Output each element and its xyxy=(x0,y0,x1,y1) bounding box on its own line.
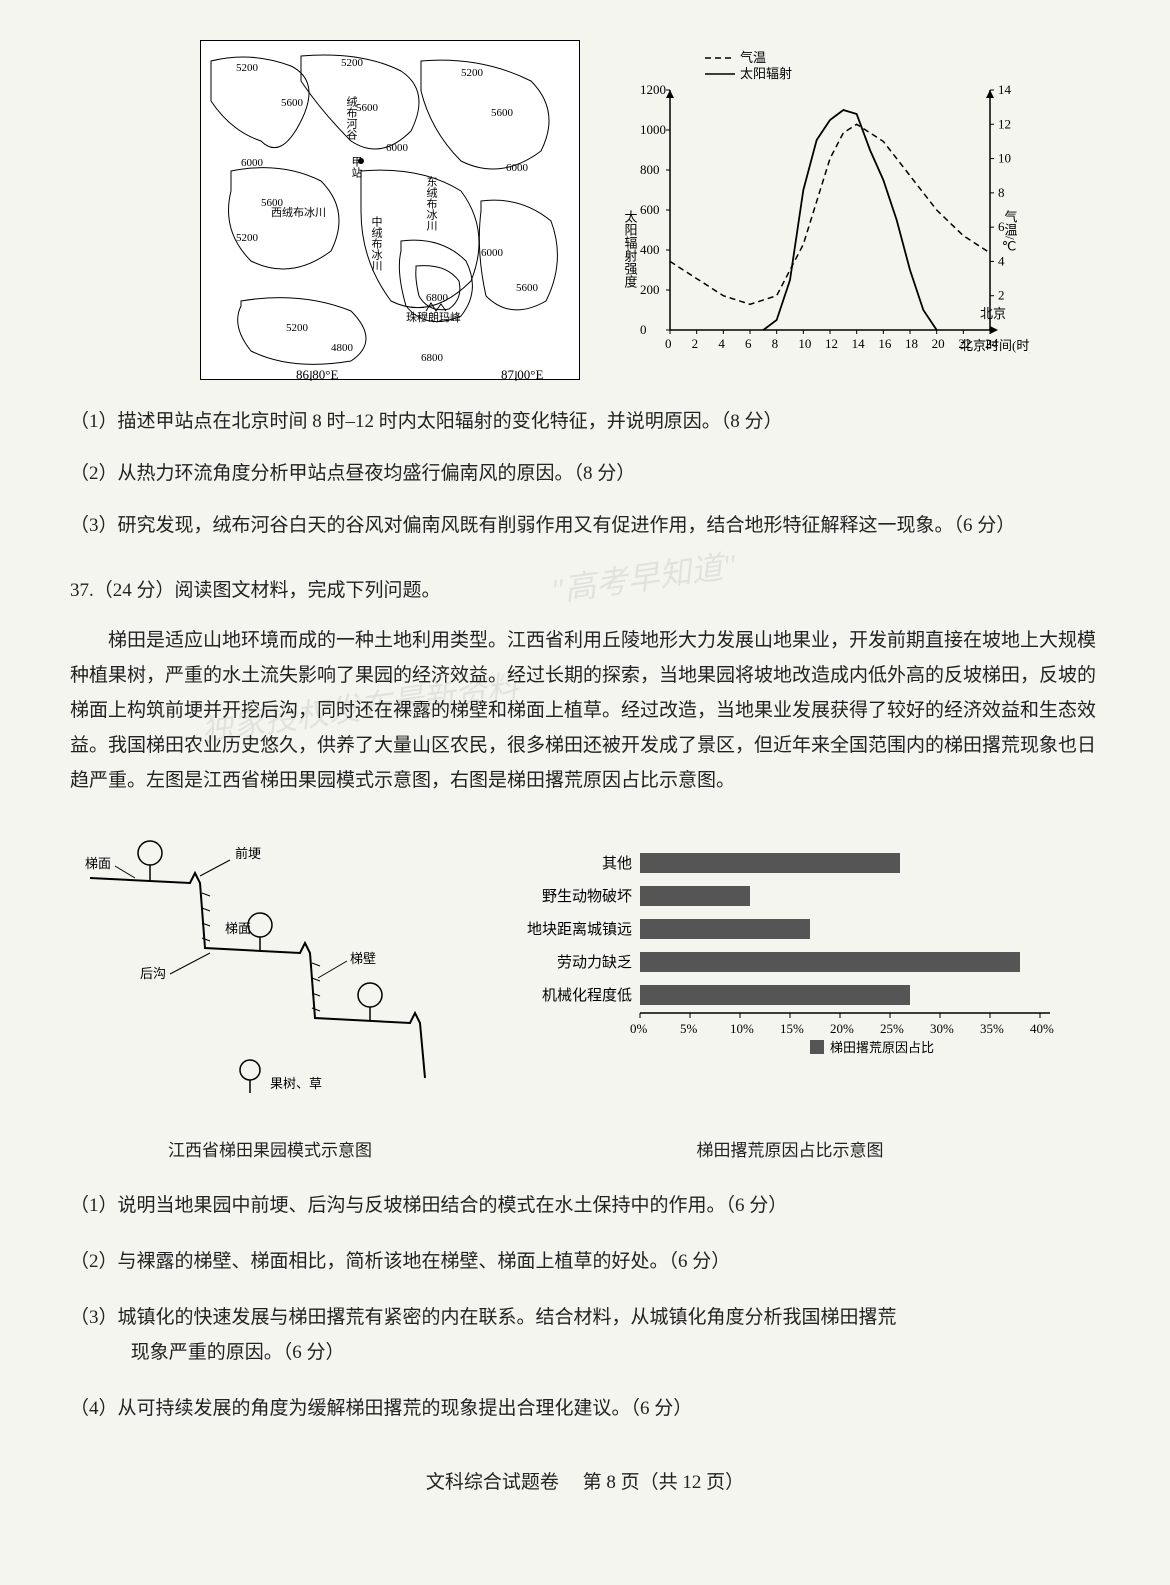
svg-text:800: 800 xyxy=(640,162,660,177)
question-3: （3）研究发现，绒布河谷白天的谷风对偏南风既有削弱作用又有促进作用，结合地形特征… xyxy=(70,509,1100,543)
svg-text:18: 18 xyxy=(905,336,918,351)
svg-text:0%: 0% xyxy=(630,1021,648,1036)
terrace-diagram-container: 梯面 前埂 梯面 梯壁 后沟 果树、草 江西省梯田果园模式示意图 xyxy=(70,818,470,1167)
svg-text:西绒布冰川: 西绒布冰川 xyxy=(271,206,326,219)
svg-text:16: 16 xyxy=(878,336,892,351)
bar-chart-container: 其他野生动物破坏地块距离城镇远劳动力缺乏机械化程度低 0% 5% 10% 15% 20%… xyxy=(510,838,1070,1167)
subquestion-1: （1）说明当地果园中前埂、后沟与反坡梯田结合的模式在水土保持中的作用。（6 分） xyxy=(70,1189,1100,1223)
section-37-heading: 37.（24 分）阅读图文材料，完成下列问题。 xyxy=(70,574,1100,608)
svg-text:太阳辐射: 太阳辐射 xyxy=(740,66,792,81)
bar-chart-caption: 梯田撂荒原因占比示意图 xyxy=(510,1136,1070,1167)
svg-text:野生动物破坏: 野生动物破坏 xyxy=(542,888,632,905)
svg-text:1200: 1200 xyxy=(640,82,666,97)
subquestion-2: （2）与裸露的梯壁、梯面相比，简析该地在梯壁、梯面上植草的好处。（6 分） xyxy=(70,1245,1100,1279)
svg-text:6000: 6000 xyxy=(506,162,529,174)
subquestion-4: （4）从可持续发展的角度为缓解梯田撂荒的现象提出合理化建议。（6 分） xyxy=(70,1392,1100,1426)
svg-text:20%: 20% xyxy=(830,1021,854,1036)
section-37-paragraph: 梯田是适应山地环境而成的一种土地利用类型。江西省利用丘陵地形大力发展山地果业，开… xyxy=(70,623,1100,799)
svg-text:2: 2 xyxy=(692,336,699,351)
svg-text:4: 4 xyxy=(998,253,1005,268)
svg-text:6000: 6000 xyxy=(386,142,409,154)
svg-text:4: 4 xyxy=(718,336,725,351)
svg-text:10%: 10% xyxy=(730,1021,754,1036)
svg-text:4800: 4800 xyxy=(331,342,354,354)
svg-text:北京: 北京 xyxy=(980,306,1006,321)
svg-text:6000: 6000 xyxy=(241,157,264,169)
svg-text:0: 0 xyxy=(640,322,647,337)
svg-text:5%: 5% xyxy=(680,1021,698,1036)
svg-text:12: 12 xyxy=(825,336,838,351)
svg-text:6: 6 xyxy=(745,336,752,351)
svg-text:机械化程度低: 机械化程度低 xyxy=(542,987,632,1004)
terrace-caption: 江西省梯田果园模式示意图 xyxy=(70,1136,470,1167)
svg-text:5200: 5200 xyxy=(341,57,364,69)
svg-text:6800: 6800 xyxy=(426,292,449,304)
svg-text:5200: 5200 xyxy=(461,67,484,79)
svg-text:35%: 35% xyxy=(980,1021,1004,1036)
terrace-diagram: 梯面 前埂 梯面 梯壁 后沟 果树、草 xyxy=(70,818,470,1128)
svg-text:地块距离城镇远: 地块距离城镇远 xyxy=(527,921,632,938)
svg-text:5600: 5600 xyxy=(516,282,539,294)
svg-text:14: 14 xyxy=(998,82,1012,97)
svg-text:40%: 40% xyxy=(1030,1021,1054,1036)
svg-text:气温: 气温 xyxy=(740,50,766,65)
radiation-temp-chart: 气温 太阳辐射 太阳辐射强度 气温/℃ 02004006008001000120… xyxy=(610,40,1030,370)
svg-text:200: 200 xyxy=(640,282,660,297)
svg-text:30%: 30% xyxy=(930,1021,954,1036)
svg-text:果树、草: 果树、草 xyxy=(270,1076,322,1091)
page-footer: 文科综合试题卷 第 8 页（共 12 页） xyxy=(70,1466,1100,1500)
svg-text:5600: 5600 xyxy=(281,97,304,109)
svg-text:中绒布冰川: 中绒布冰川 xyxy=(370,216,383,271)
svg-text:北京时间(时): 北京时间(时) xyxy=(960,338,1030,353)
svg-text:12: 12 xyxy=(998,116,1011,131)
svg-text:10: 10 xyxy=(798,336,811,351)
svg-text:10: 10 xyxy=(998,151,1011,166)
svg-text:劳动力缺乏: 劳动力缺乏 xyxy=(557,954,632,971)
svg-text:其他: 其他 xyxy=(602,855,632,872)
svg-text:25%: 25% xyxy=(880,1021,904,1036)
abandonment-bar-chart: 其他野生动物破坏地块距离城镇远劳动力缺乏机械化程度低 0% 5% 10% 15% 20%… xyxy=(510,838,1070,1128)
svg-text:6: 6 xyxy=(998,219,1005,234)
svg-text:8: 8 xyxy=(998,185,1005,200)
svg-text:6800: 6800 xyxy=(421,352,444,364)
svg-text:87.00°E: 87.00°E xyxy=(501,367,543,381)
figure-row-top: 28.20°N 28.00°N 5200 5200 5200 5600 5600… xyxy=(70,40,1100,380)
svg-text:珠穆朗玛峰: 珠穆朗玛峰 xyxy=(406,310,461,324)
svg-text:后沟: 后沟 xyxy=(140,966,166,981)
topographic-map: 28.20°N 28.00°N 5200 5200 5200 5600 5600… xyxy=(200,40,580,380)
svg-text:6000: 6000 xyxy=(481,247,504,259)
svg-text:梯田撂荒原因占比: 梯田撂荒原因占比 xyxy=(830,1040,934,1055)
svg-text:0: 0 xyxy=(665,336,672,351)
svg-text:太阳辐射强度: 太阳辐射强度 xyxy=(623,210,638,288)
svg-text:15%: 15% xyxy=(780,1021,804,1036)
svg-text:5200: 5200 xyxy=(286,322,309,334)
svg-text:绒布河谷: 绒布河谷 xyxy=(345,96,358,141)
svg-text:5200: 5200 xyxy=(236,232,259,244)
svg-text:5600: 5600 xyxy=(491,107,514,119)
svg-text:400: 400 xyxy=(640,242,660,257)
svg-text:梯面: 梯面 xyxy=(85,856,111,871)
svg-text:2: 2 xyxy=(998,288,1005,303)
svg-text:东绒布冰川: 东绒布冰川 xyxy=(425,176,438,231)
svg-text:5200: 5200 xyxy=(236,62,259,74)
svg-text:梯壁: 梯壁 xyxy=(350,951,376,966)
diagram-row: 梯面 前埂 梯面 梯壁 后沟 果树、草 江西省梯田果园模式示意图 其他野生动物破… xyxy=(70,818,1100,1167)
svg-text:1000: 1000 xyxy=(640,122,666,137)
question-2: （2）从热力环流角度分析甲站点昼夜均盛行偏南风的原因。（8 分） xyxy=(70,457,1100,491)
svg-text:梯面: 梯面 xyxy=(225,921,251,936)
svg-text:5600: 5600 xyxy=(356,102,379,114)
svg-text:20: 20 xyxy=(932,336,945,351)
svg-text:8: 8 xyxy=(772,336,779,351)
svg-text:600: 600 xyxy=(640,202,660,217)
svg-text:14: 14 xyxy=(852,336,866,351)
subquestion-3: （3）城镇化的快速发展与梯田撂荒有紧密的内在联系。结合材料，从城镇化角度分析我国… xyxy=(70,1301,1100,1369)
question-1: （1）描述甲站点在北京时间 8 时–12 时内太阳辐射的变化特征，并说明原因。（… xyxy=(70,405,1100,439)
svg-text:86.80°E: 86.80°E xyxy=(296,367,338,381)
svg-text:前埂: 前埂 xyxy=(235,846,261,861)
